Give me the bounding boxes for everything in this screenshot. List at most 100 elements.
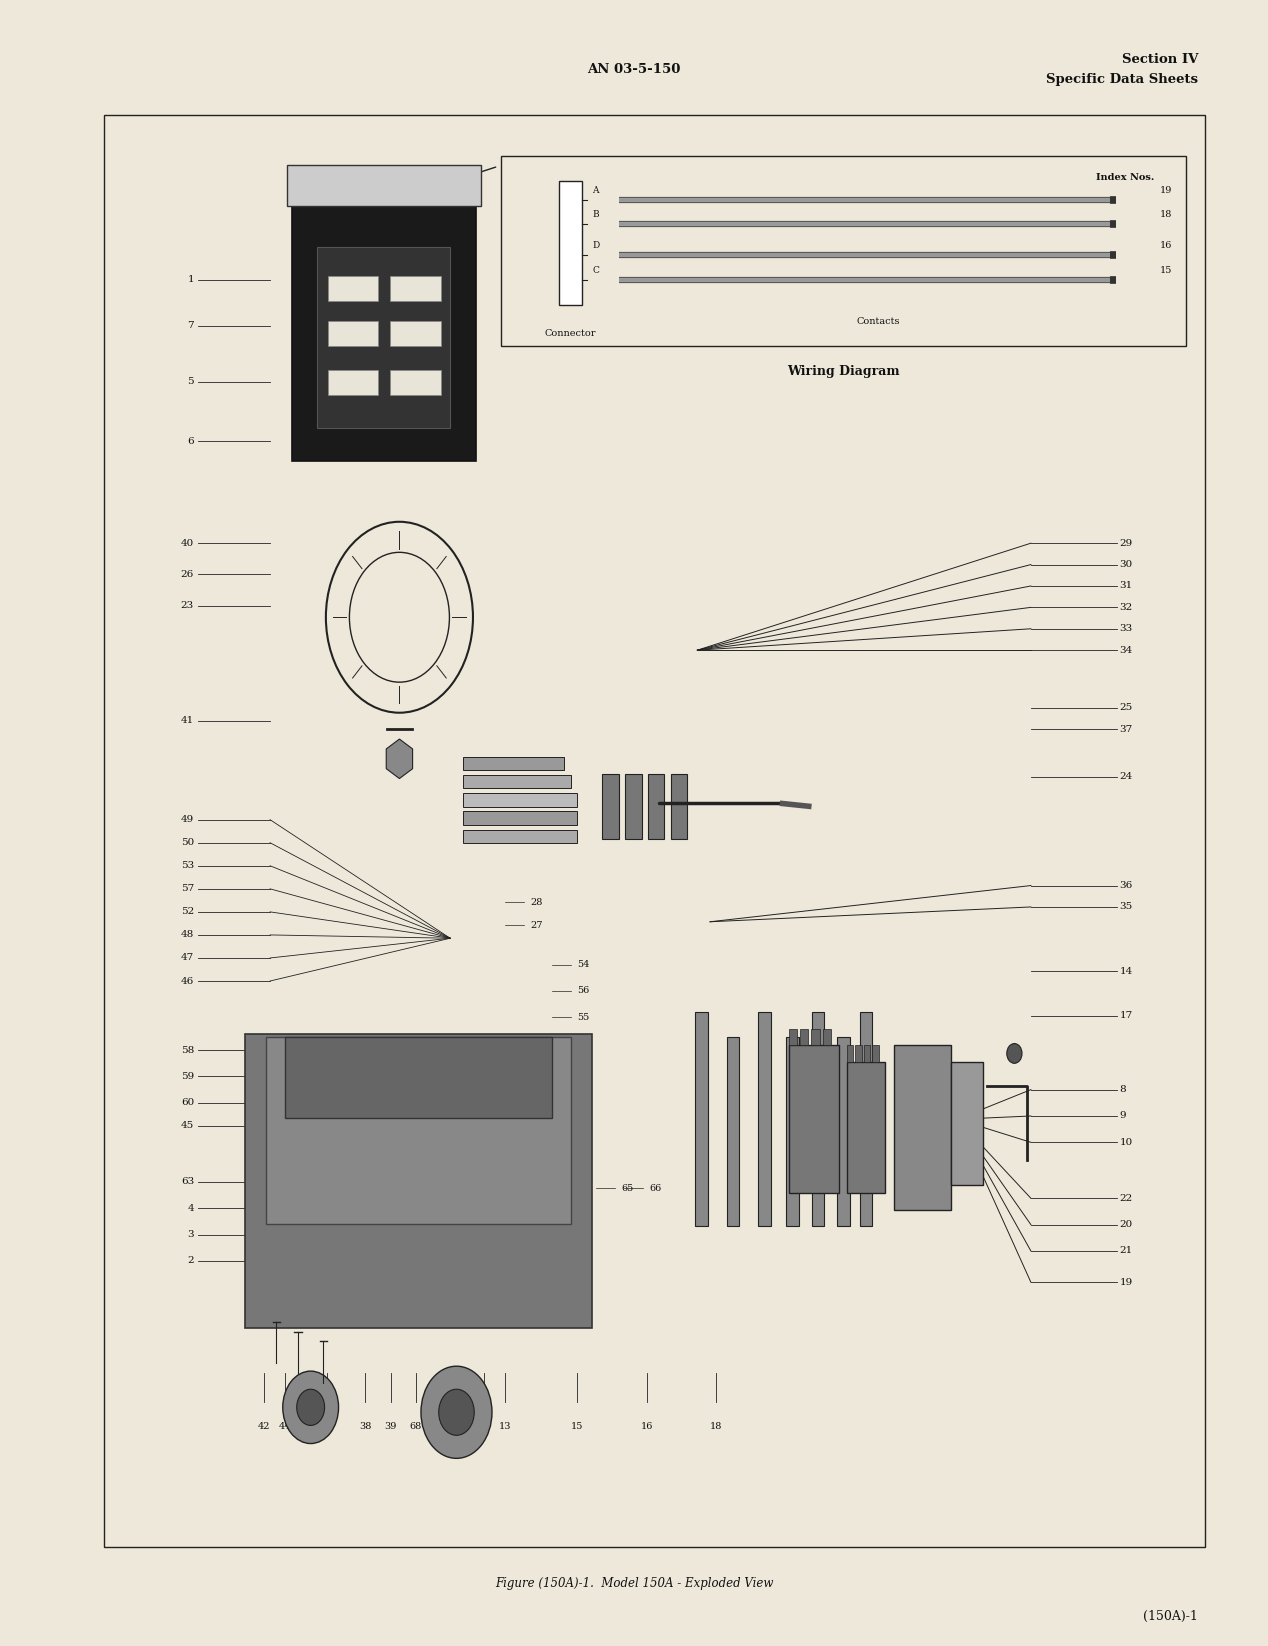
- Text: 7: 7: [188, 321, 194, 331]
- Bar: [463, 775, 571, 788]
- Bar: [894, 1045, 951, 1210]
- Text: 10: 10: [1120, 1137, 1132, 1147]
- Text: 5: 5: [188, 377, 194, 387]
- Text: 28: 28: [530, 897, 543, 907]
- Text: Specific Data Sheets: Specific Data Sheets: [1046, 72, 1198, 86]
- Text: 61: 61: [517, 1088, 530, 1098]
- Text: 48: 48: [181, 930, 194, 940]
- Bar: [864, 1045, 870, 1062]
- Bar: [559, 181, 582, 305]
- Bar: [391, 321, 441, 347]
- Bar: [463, 811, 577, 825]
- Text: 15: 15: [571, 1422, 583, 1430]
- Text: 25: 25: [1120, 703, 1132, 713]
- Text: Connector: Connector: [545, 329, 596, 337]
- Text: 22: 22: [1120, 1193, 1132, 1203]
- Bar: [872, 1045, 879, 1062]
- Bar: [463, 793, 577, 807]
- Bar: [463, 830, 577, 843]
- Bar: [602, 774, 619, 839]
- Bar: [625, 774, 642, 839]
- Text: 52: 52: [181, 907, 194, 917]
- Text: 24: 24: [1120, 772, 1132, 782]
- Text: 55: 55: [577, 1012, 590, 1022]
- Bar: [648, 774, 664, 839]
- Text: 19: 19: [1160, 186, 1173, 194]
- Text: 6: 6: [188, 436, 194, 446]
- Text: 38: 38: [359, 1422, 372, 1430]
- Text: 59: 59: [181, 1072, 194, 1081]
- Text: 50: 50: [181, 838, 194, 848]
- Bar: [812, 1029, 819, 1045]
- Text: 63: 63: [181, 1177, 194, 1187]
- Text: 43: 43: [301, 1422, 313, 1430]
- Bar: [391, 370, 441, 395]
- Bar: [501, 156, 1186, 346]
- Text: 37: 37: [1120, 724, 1132, 734]
- Bar: [463, 757, 564, 770]
- Text: 33: 33: [1120, 624, 1132, 634]
- Bar: [327, 277, 378, 301]
- Bar: [266, 1037, 571, 1225]
- Text: 36: 36: [1120, 881, 1132, 890]
- Text: 41: 41: [181, 716, 194, 726]
- Text: A: A: [592, 186, 598, 194]
- Text: 18: 18: [710, 1422, 723, 1430]
- Bar: [727, 1037, 739, 1226]
- Text: 47: 47: [181, 953, 194, 963]
- FancyBboxPatch shape: [287, 165, 481, 206]
- Text: 60: 60: [181, 1098, 194, 1108]
- Bar: [800, 1029, 809, 1045]
- Text: 31: 31: [1120, 581, 1132, 591]
- Text: 18: 18: [1160, 211, 1173, 219]
- Text: 44: 44: [279, 1422, 292, 1430]
- Text: 15: 15: [1160, 267, 1173, 275]
- Text: 53: 53: [181, 861, 194, 871]
- Text: 17: 17: [1120, 1011, 1132, 1021]
- Text: (150A)-1: (150A)-1: [1144, 1610, 1198, 1623]
- Bar: [856, 1045, 862, 1062]
- Text: 68: 68: [410, 1422, 422, 1430]
- Text: 46: 46: [181, 976, 194, 986]
- Text: 35: 35: [1120, 902, 1132, 912]
- Text: 66: 66: [649, 1183, 662, 1193]
- Bar: [951, 1062, 983, 1185]
- Text: 11: 11: [456, 1422, 469, 1430]
- Text: 13: 13: [498, 1422, 511, 1430]
- Bar: [104, 115, 1205, 1547]
- Text: 39: 39: [384, 1422, 397, 1430]
- Bar: [391, 277, 441, 301]
- Bar: [847, 1062, 885, 1193]
- Bar: [837, 1037, 850, 1226]
- Bar: [327, 370, 378, 395]
- Text: Index Nos.: Index Nos.: [1096, 173, 1154, 181]
- Text: 58: 58: [181, 1045, 194, 1055]
- Circle shape: [421, 1366, 492, 1458]
- Text: 8: 8: [1120, 1085, 1126, 1095]
- Bar: [847, 1045, 853, 1062]
- Bar: [823, 1029, 831, 1045]
- Text: 57: 57: [181, 884, 194, 894]
- Text: 12: 12: [478, 1422, 491, 1430]
- FancyBboxPatch shape: [245, 1034, 592, 1328]
- Text: 16: 16: [1160, 242, 1173, 250]
- Text: 4: 4: [188, 1203, 194, 1213]
- Text: Contacts: Contacts: [856, 318, 900, 326]
- Bar: [695, 1012, 708, 1226]
- Text: 16: 16: [640, 1422, 653, 1430]
- Circle shape: [1007, 1044, 1022, 1063]
- Circle shape: [283, 1371, 339, 1444]
- Bar: [789, 1029, 798, 1045]
- Text: 62: 62: [517, 1131, 530, 1141]
- Text: 29: 29: [1120, 538, 1132, 548]
- Text: 56: 56: [577, 986, 590, 996]
- Text: 32: 32: [1120, 602, 1132, 612]
- Text: B: B: [592, 211, 598, 219]
- Text: 54: 54: [577, 960, 590, 969]
- Bar: [317, 247, 450, 428]
- Text: 67: 67: [432, 1422, 445, 1430]
- Text: Section IV: Section IV: [1122, 53, 1198, 66]
- Bar: [758, 1012, 771, 1226]
- Text: 27: 27: [530, 920, 543, 930]
- Text: C: C: [592, 267, 598, 275]
